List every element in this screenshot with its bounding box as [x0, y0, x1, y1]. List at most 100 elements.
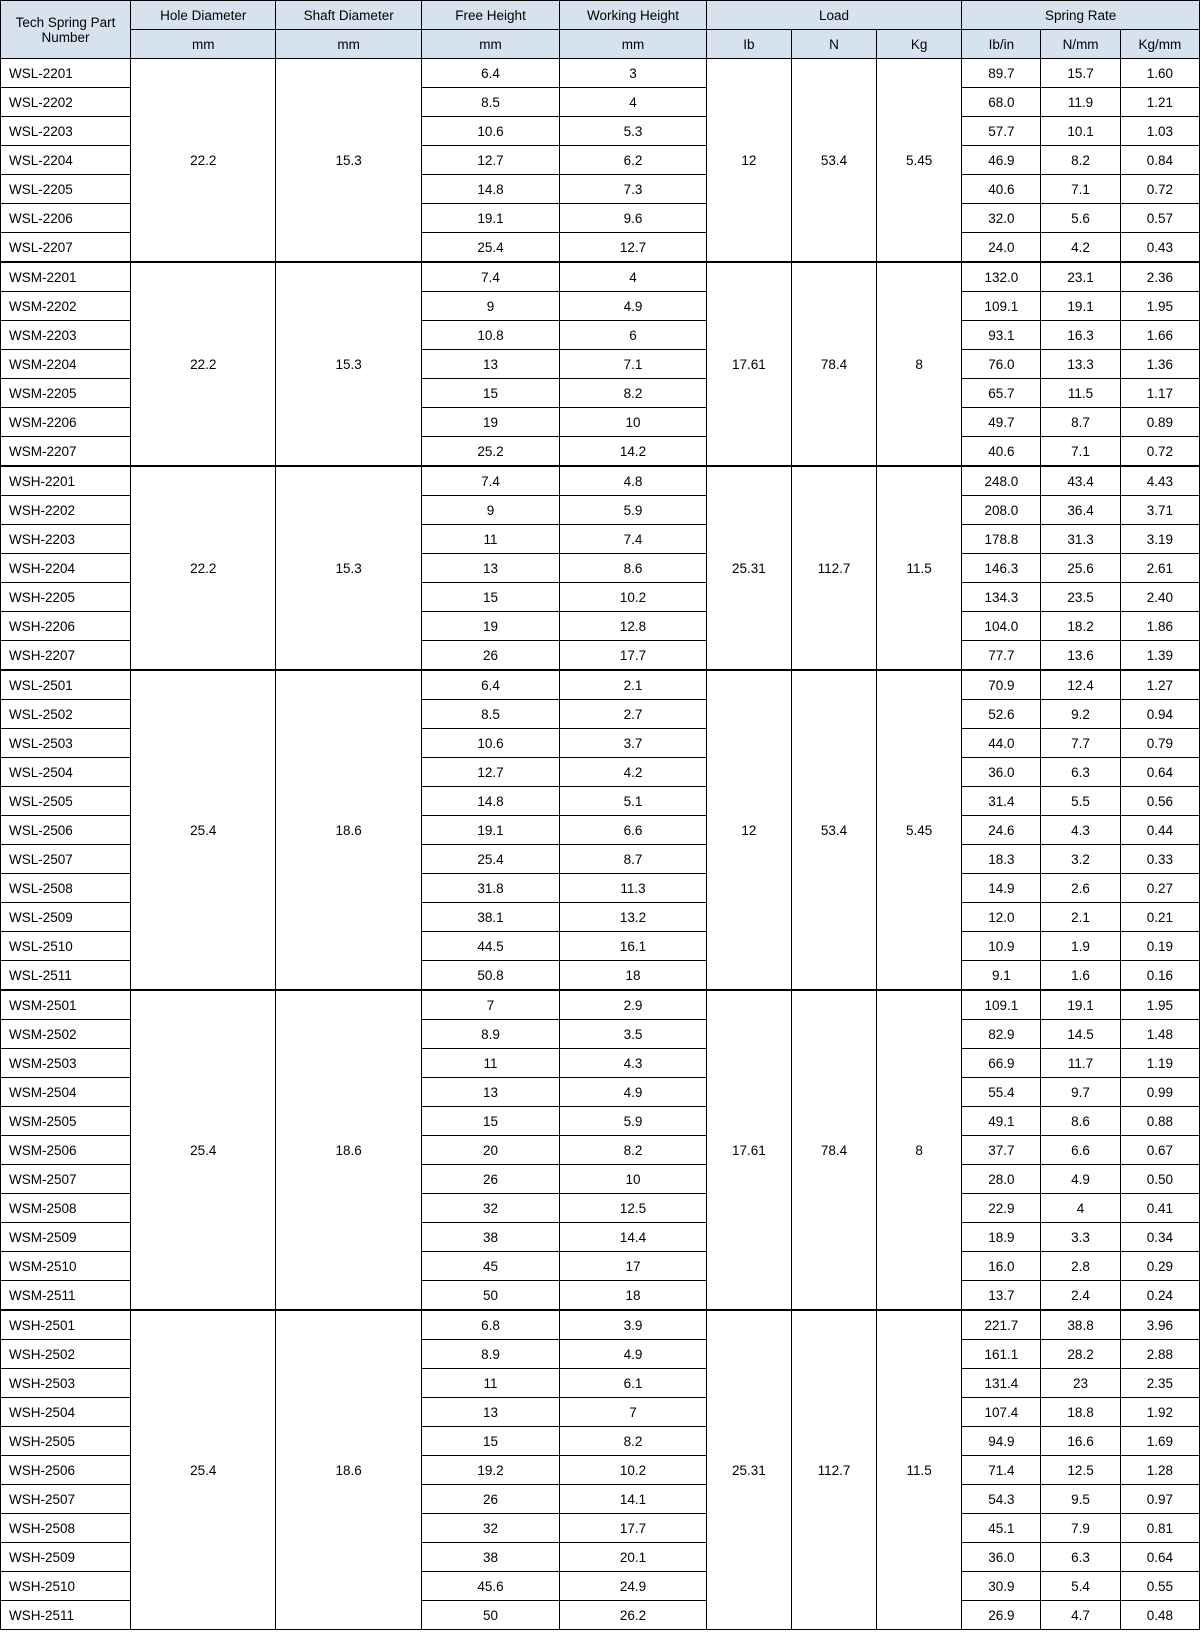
- cell-kgmm: 1.92: [1120, 1398, 1199, 1427]
- cell-lbin: 68.0: [962, 88, 1041, 117]
- cell-nmm: 4.2: [1041, 233, 1120, 263]
- cell-nmm: 36.4: [1041, 496, 1120, 525]
- cell-work: 6.2: [560, 146, 707, 175]
- cell-lb: 25.31: [706, 1310, 791, 1630]
- cell-free: 6.4: [421, 670, 559, 700]
- cell-free: 19: [421, 408, 559, 437]
- cell-work: 4: [560, 88, 707, 117]
- header-kgmm: Kg/mm: [1120, 30, 1199, 59]
- cell-lb: 25.31: [706, 466, 791, 670]
- cell-lbin: 208.0: [962, 496, 1041, 525]
- cell-nmm: 10.1: [1041, 117, 1120, 146]
- cell-nmm: 19.1: [1041, 990, 1120, 1020]
- cell-work: 12.5: [560, 1194, 707, 1223]
- cell-part: WSH-2207: [1, 641, 131, 671]
- cell-nmm: 11.5: [1041, 379, 1120, 408]
- cell-kgmm: 1.95: [1120, 990, 1199, 1020]
- cell-part: WSH-2206: [1, 612, 131, 641]
- cell-free: 12.7: [421, 758, 559, 787]
- cell-free: 45: [421, 1252, 559, 1281]
- cell-kgmm: 0.72: [1120, 175, 1199, 204]
- cell-work: 8.2: [560, 1136, 707, 1165]
- cell-lbin: 30.9: [962, 1572, 1041, 1601]
- cell-kgmm: 0.57: [1120, 204, 1199, 233]
- cell-nmm: 4.3: [1041, 816, 1120, 845]
- cell-kgmm: 0.44: [1120, 816, 1199, 845]
- cell-n: 112.7: [791, 1310, 876, 1630]
- cell-nmm: 4: [1041, 1194, 1120, 1223]
- cell-part: WSL-2508: [1, 874, 131, 903]
- header-shaft: Shaft Diameter: [276, 1, 421, 30]
- cell-kgmm: 0.19: [1120, 932, 1199, 961]
- cell-lbin: 132.0: [962, 262, 1041, 292]
- cell-n: 112.7: [791, 466, 876, 670]
- cell-lbin: 77.7: [962, 641, 1041, 671]
- cell-nmm: 7.1: [1041, 175, 1120, 204]
- cell-n: 78.4: [791, 990, 876, 1310]
- cell-kgmm: 0.34: [1120, 1223, 1199, 1252]
- cell-nmm: 12.5: [1041, 1456, 1120, 1485]
- cell-nmm: 11.9: [1041, 88, 1120, 117]
- header-load: Load: [706, 1, 961, 30]
- cell-nmm: 1.9: [1041, 932, 1120, 961]
- cell-part: WSL-2205: [1, 175, 131, 204]
- cell-part: WSM-2204: [1, 350, 131, 379]
- cell-kgmm: 0.84: [1120, 146, 1199, 175]
- cell-kgmm: 1.95: [1120, 292, 1199, 321]
- cell-lbin: 36.0: [962, 1543, 1041, 1572]
- cell-free: 8.9: [421, 1340, 559, 1369]
- cell-part: WSM-2206: [1, 408, 131, 437]
- cell-lbin: 66.9: [962, 1049, 1041, 1078]
- cell-free: 6.8: [421, 1310, 559, 1340]
- cell-work: 8.7: [560, 845, 707, 874]
- cell-work: 5.1: [560, 787, 707, 816]
- cell-free: 14.8: [421, 175, 559, 204]
- cell-work: 6.6: [560, 816, 707, 845]
- spring-spec-table: Tech Spring Part Number Hole Diameter Sh…: [0, 0, 1200, 1630]
- cell-part: WSM-2510: [1, 1252, 131, 1281]
- cell-kgmm: 4.43: [1120, 466, 1199, 496]
- cell-n: 78.4: [791, 262, 876, 466]
- cell-part: WSM-2504: [1, 1078, 131, 1107]
- header-n: N: [791, 30, 876, 59]
- cell-kgmm: 1.21: [1120, 88, 1199, 117]
- cell-nmm: 13.3: [1041, 350, 1120, 379]
- cell-work: 3: [560, 59, 707, 88]
- cell-lb: 12: [706, 670, 791, 990]
- cell-nmm: 16.3: [1041, 321, 1120, 350]
- cell-part: WSH-2205: [1, 583, 131, 612]
- cell-free: 10.6: [421, 729, 559, 758]
- cell-part: WSH-2507: [1, 1485, 131, 1514]
- cell-nmm: 25.6: [1041, 554, 1120, 583]
- cell-kgmm: 1.39: [1120, 641, 1199, 671]
- cell-nmm: 28.2: [1041, 1340, 1120, 1369]
- cell-free: 13: [421, 1398, 559, 1427]
- cell-work: 9.6: [560, 204, 707, 233]
- cell-part: WSM-2509: [1, 1223, 131, 1252]
- cell-free: 45.6: [421, 1572, 559, 1601]
- cell-free: 26: [421, 1165, 559, 1194]
- cell-part: WSH-2504: [1, 1398, 131, 1427]
- cell-lbin: 31.4: [962, 787, 1041, 816]
- cell-part: WSL-2503: [1, 729, 131, 758]
- cell-free: 6.4: [421, 59, 559, 88]
- cell-work: 11.3: [560, 874, 707, 903]
- cell-lbin: 16.0: [962, 1252, 1041, 1281]
- cell-lbin: 36.0: [962, 758, 1041, 787]
- cell-nmm: 18.8: [1041, 1398, 1120, 1427]
- cell-free: 15: [421, 1427, 559, 1456]
- cell-free: 50: [421, 1601, 559, 1630]
- cell-work: 14.2: [560, 437, 707, 467]
- header-part: Tech Spring Part Number: [1, 1, 131, 59]
- cell-lbin: 57.7: [962, 117, 1041, 146]
- cell-free: 9: [421, 496, 559, 525]
- cell-part: WSM-2205: [1, 379, 131, 408]
- cell-work: 5.9: [560, 1107, 707, 1136]
- cell-work: 18: [560, 961, 707, 991]
- cell-part: WSM-2507: [1, 1165, 131, 1194]
- cell-hole: 22.2: [131, 59, 276, 263]
- cell-work: 4.9: [560, 1340, 707, 1369]
- cell-free: 11: [421, 525, 559, 554]
- cell-kgmm: 1.86: [1120, 612, 1199, 641]
- cell-free: 19: [421, 612, 559, 641]
